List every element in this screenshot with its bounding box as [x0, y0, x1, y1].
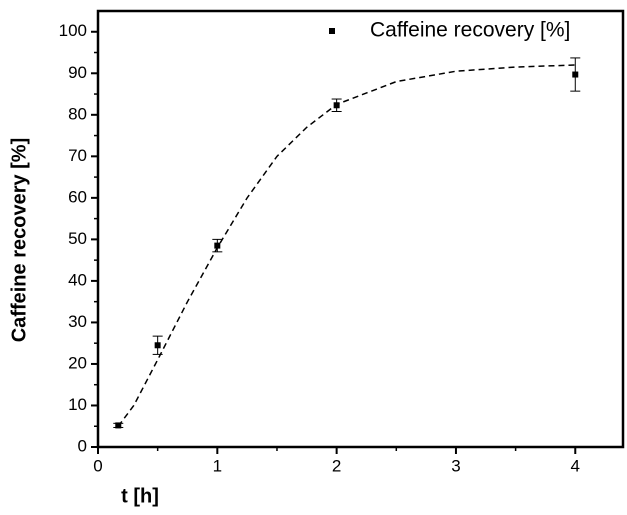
x-tick-label: 3 — [451, 456, 460, 475]
x-tick-label: 4 — [571, 456, 580, 475]
point — [333, 102, 340, 109]
x-tick-label: 1 — [213, 456, 222, 475]
point — [115, 422, 122, 429]
legend-marker — [329, 28, 335, 34]
fit-line — [117, 64, 576, 427]
y-tick-label: 80 — [68, 104, 87, 123]
y-axis-label: Caffeine recovery [%] — [8, 138, 30, 343]
point — [214, 242, 221, 249]
y-tick-label: 0 — [78, 436, 87, 455]
y-tick-label: 30 — [68, 312, 87, 331]
y-tick-label: 90 — [68, 63, 87, 82]
y-tick-label: 50 — [68, 229, 87, 248]
point — [572, 71, 579, 78]
y-tick-label: 60 — [68, 187, 87, 206]
y-tick-label: 70 — [68, 146, 87, 165]
x-axis-label: t [h] — [121, 485, 159, 507]
legend-label: Caffeine recovery [%] — [370, 19, 570, 42]
y-tick-label: 40 — [68, 270, 87, 289]
x-tick-label: 0 — [93, 456, 102, 475]
y-tick-label: 10 — [68, 395, 87, 414]
plot-frame — [96, 9, 625, 449]
y-tick-label: 20 — [68, 353, 87, 372]
point — [154, 342, 161, 349]
y-tick-label: 100 — [59, 21, 87, 40]
x-tick-label: 2 — [332, 456, 341, 475]
